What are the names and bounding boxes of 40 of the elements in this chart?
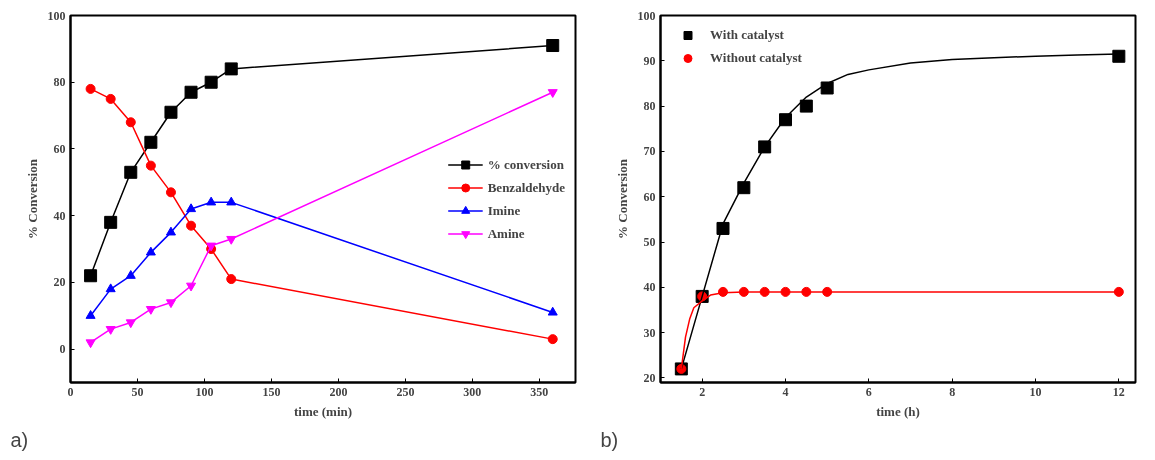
- legend-label: Benzaldehyde: [487, 179, 565, 195]
- x-tick-label: 6: [865, 384, 872, 399]
- x-tick-label: 300: [463, 384, 482, 399]
- y-tick-label: 80: [643, 99, 656, 114]
- y-tick-label: 60: [643, 189, 656, 204]
- y-tick-label: 100: [637, 8, 656, 23]
- x-axis-title: time (min): [293, 403, 353, 419]
- legend-label: Imine: [487, 202, 521, 218]
- legend-label: Without catalyst: [710, 50, 802, 66]
- text: a): [10, 428, 29, 451]
- y-tick-label: 60: [53, 141, 66, 156]
- legend-label: Amine: [487, 225, 525, 241]
- x-tick-label: 150: [262, 384, 281, 399]
- x-tick-label: 200: [329, 384, 348, 399]
- x-tick-label: 10: [1029, 384, 1042, 399]
- x-tick-label: 4: [782, 384, 789, 399]
- y-tick-label: 40: [53, 208, 66, 223]
- y-tick-label: 90: [643, 53, 656, 68]
- y-tick-label: 0: [59, 342, 66, 357]
- x-tick-label: 250: [396, 384, 415, 399]
- y-tick-label: 70: [643, 144, 656, 159]
- y-axis-title: % Conversion: [614, 158, 630, 239]
- y-tick-label: 30: [643, 325, 656, 340]
- y-tick-label: 20: [53, 275, 66, 290]
- x-tick-label: 50: [131, 384, 144, 399]
- x-tick-label: 8: [949, 384, 956, 399]
- x-tick-label: 12: [1112, 384, 1125, 399]
- y-tick-label: 50: [643, 235, 656, 250]
- y-axis-title: % Conversion: [24, 158, 40, 239]
- x-axis-title: time (h): [876, 403, 920, 419]
- y-tick-label: 80: [53, 75, 66, 90]
- y-tick-label: 20: [643, 370, 656, 385]
- legend-label: % conversion: [487, 156, 564, 172]
- y-tick-label: 100: [47, 8, 66, 23]
- x-tick-label: 100: [195, 384, 214, 399]
- text: b): [600, 428, 619, 451]
- x-tick-label: 2: [699, 384, 706, 399]
- x-tick-label: 350: [530, 384, 549, 399]
- y-tick-label: 40: [643, 280, 656, 295]
- legend-label: With catalyst: [710, 27, 784, 43]
